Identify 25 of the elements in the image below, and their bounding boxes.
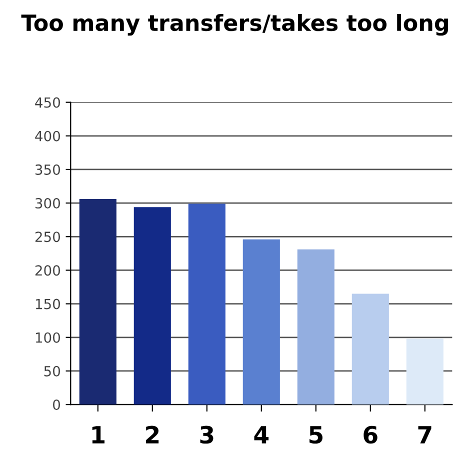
y-tick-label: 50 <box>44 366 60 376</box>
y-tick-label: 350 <box>35 164 60 175</box>
y-tick-label: 250 <box>35 232 60 242</box>
x-tick-label: 2 <box>146 426 159 444</box>
bar <box>242 239 280 405</box>
y-tick-label: 0 <box>53 400 60 410</box>
bar <box>352 294 389 405</box>
chart-title: Too many transfers/takes too long <box>21 14 448 36</box>
x-tick-label: 4 <box>254 426 269 444</box>
y-tick-label: 450 <box>35 97 60 108</box>
y-tick-label: 100 <box>36 332 60 343</box>
y-tick-label: 400 <box>35 130 60 142</box>
bar <box>188 204 226 405</box>
x-tick-label: 3 <box>200 426 214 444</box>
y-tick-label: 200 <box>35 265 60 276</box>
bar <box>134 207 171 405</box>
y-tick-label: 150 <box>36 298 60 310</box>
bar <box>406 338 444 405</box>
x-tick-label: 7 <box>418 426 432 444</box>
bar <box>297 249 334 405</box>
x-tick-label: 6 <box>364 426 378 444</box>
x-tick-label: 5 <box>310 426 322 444</box>
bar <box>79 199 116 405</box>
x-tick-label: 1 <box>92 426 104 444</box>
y-tick-label: 300 <box>35 198 60 209</box>
